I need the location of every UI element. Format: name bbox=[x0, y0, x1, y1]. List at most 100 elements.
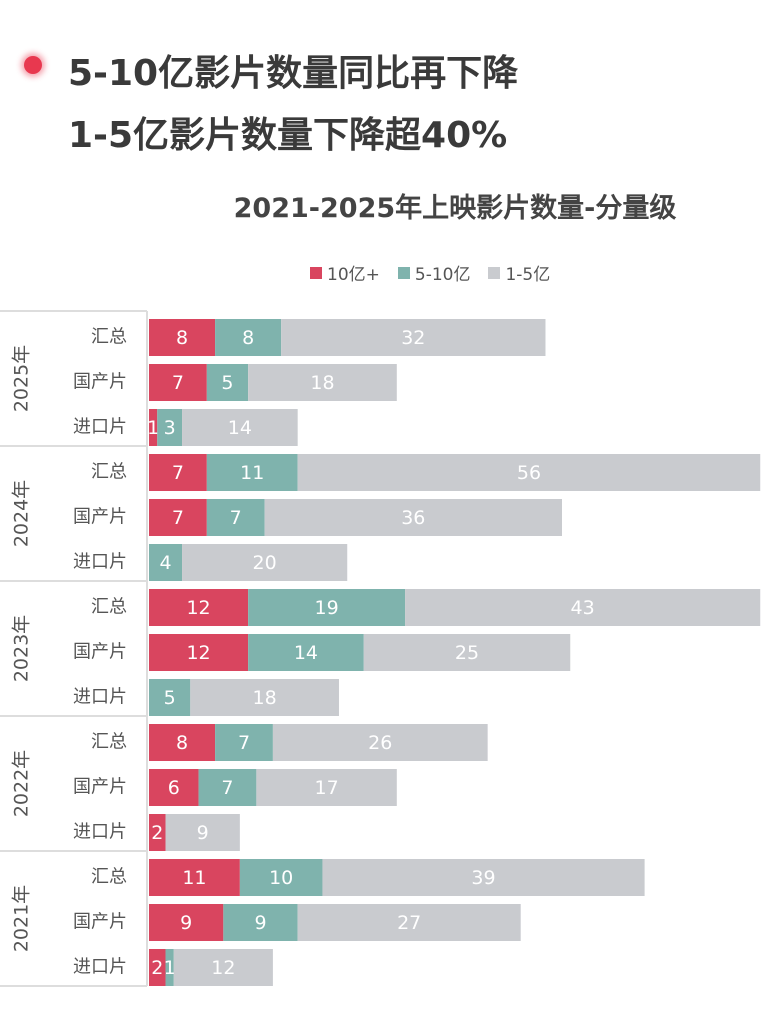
category-label: 汇总 bbox=[91, 867, 127, 888]
bar-segment bbox=[223, 904, 298, 941]
bar-segment bbox=[363, 634, 571, 671]
data-label: 12 bbox=[186, 597, 210, 619]
data-label: 12 bbox=[186, 642, 210, 664]
bar-segment bbox=[149, 409, 158, 446]
data-label: 17 bbox=[314, 777, 338, 799]
bar-segment bbox=[149, 544, 183, 581]
bar-segment bbox=[149, 679, 191, 716]
data-label: 10 bbox=[269, 867, 293, 889]
data-label: 14 bbox=[228, 417, 252, 439]
bar-segment bbox=[149, 319, 216, 356]
data-label: 7 bbox=[172, 462, 184, 484]
bar-segment bbox=[149, 364, 207, 401]
data-label: 2 bbox=[151, 957, 163, 979]
bar-segment bbox=[281, 319, 546, 356]
data-label: 20 bbox=[253, 552, 277, 574]
data-label: 9 bbox=[254, 912, 266, 934]
data-label: 2 bbox=[151, 822, 163, 844]
data-label: 39 bbox=[471, 867, 495, 889]
data-label: 6 bbox=[168, 777, 180, 799]
bar-segment bbox=[190, 679, 339, 716]
legend-label: 5-10亿 bbox=[414, 265, 471, 285]
bar-segment bbox=[256, 769, 397, 806]
data-label: 7 bbox=[238, 732, 250, 754]
category-label: 进口片 bbox=[73, 822, 127, 843]
bar-segment bbox=[322, 859, 645, 896]
legend: 10亿+ 5-10亿 1-5亿 bbox=[310, 260, 550, 285]
bar-segment bbox=[149, 814, 166, 851]
year-label: 2025年 bbox=[11, 345, 33, 412]
data-label: 12 bbox=[211, 957, 235, 979]
category-label: 国产片 bbox=[73, 507, 127, 528]
bar-segment bbox=[149, 499, 207, 536]
data-label: 3 bbox=[164, 417, 176, 439]
category-label: 国产片 bbox=[73, 372, 127, 393]
bar-segment bbox=[149, 769, 199, 806]
bar-segment bbox=[206, 454, 298, 491]
bar-segment bbox=[206, 499, 265, 536]
bullet-icon bbox=[24, 56, 42, 74]
data-label: 27 bbox=[397, 912, 421, 934]
bar-segment bbox=[405, 589, 761, 626]
bar-segment bbox=[272, 724, 488, 761]
category-label: 进口片 bbox=[73, 957, 127, 978]
bar-segment bbox=[157, 409, 183, 446]
chart-title: 2021-2025年上映影片数量-分量级 bbox=[233, 193, 677, 224]
data-label: 9 bbox=[180, 912, 192, 934]
data-label: 5 bbox=[221, 372, 233, 394]
category-label: 进口片 bbox=[73, 552, 127, 573]
bar-segment bbox=[149, 904, 224, 941]
data-label: 7 bbox=[230, 507, 242, 529]
year-label: 2023年 bbox=[11, 615, 33, 682]
data-label: 32 bbox=[401, 327, 425, 349]
data-label: 1 bbox=[147, 417, 159, 439]
bar-segment bbox=[149, 949, 166, 986]
year-label: 2022年 bbox=[11, 750, 33, 817]
legend-item: 1-5亿 bbox=[488, 260, 550, 285]
data-label: 36 bbox=[401, 507, 425, 529]
year-label: 2024年 bbox=[11, 480, 33, 547]
bar-segment bbox=[239, 859, 323, 896]
data-label: 56 bbox=[517, 462, 541, 484]
category-label: 国产片 bbox=[73, 777, 127, 798]
data-label: 11 bbox=[182, 867, 206, 889]
category-label: 国产片 bbox=[73, 912, 127, 933]
bar-segment bbox=[149, 724, 216, 761]
data-label: 8 bbox=[176, 327, 188, 349]
bar-segment bbox=[297, 454, 761, 491]
bar-segment bbox=[248, 589, 406, 626]
legend-swatch bbox=[488, 266, 501, 279]
bar-segment bbox=[297, 904, 521, 941]
data-label: 5 bbox=[164, 687, 176, 709]
bar-segment bbox=[215, 724, 273, 761]
bar-segment bbox=[173, 949, 273, 986]
legend-item: 10亿+ bbox=[310, 260, 380, 285]
bar-segment bbox=[215, 319, 282, 356]
data-label: 14 bbox=[294, 642, 318, 664]
data-label: 8 bbox=[242, 327, 254, 349]
bar-segment bbox=[182, 409, 298, 446]
data-label: 9 bbox=[197, 822, 209, 844]
category-label: 汇总 bbox=[91, 462, 127, 483]
data-label: 1 bbox=[164, 957, 176, 979]
category-label: 进口片 bbox=[73, 687, 127, 708]
bar-segment bbox=[149, 589, 249, 626]
headline-line-2: 1-5亿影片数量下降超40% bbox=[68, 115, 508, 156]
bar-segment bbox=[198, 769, 257, 806]
bar-segment bbox=[149, 454, 207, 491]
data-label: 7 bbox=[172, 372, 184, 394]
bar-segment bbox=[182, 544, 348, 581]
category-label: 进口片 bbox=[73, 417, 127, 438]
bar-segment bbox=[206, 364, 249, 401]
bar-segment bbox=[248, 634, 364, 671]
data-label: 7 bbox=[221, 777, 233, 799]
category-label: 汇总 bbox=[91, 597, 127, 618]
bar-segment bbox=[248, 364, 397, 401]
bar-segment bbox=[264, 499, 562, 536]
data-label: 11 bbox=[240, 462, 264, 484]
legend-label: 1-5亿 bbox=[505, 265, 551, 285]
category-label: 汇总 bbox=[91, 327, 127, 348]
data-label: 19 bbox=[314, 597, 338, 619]
